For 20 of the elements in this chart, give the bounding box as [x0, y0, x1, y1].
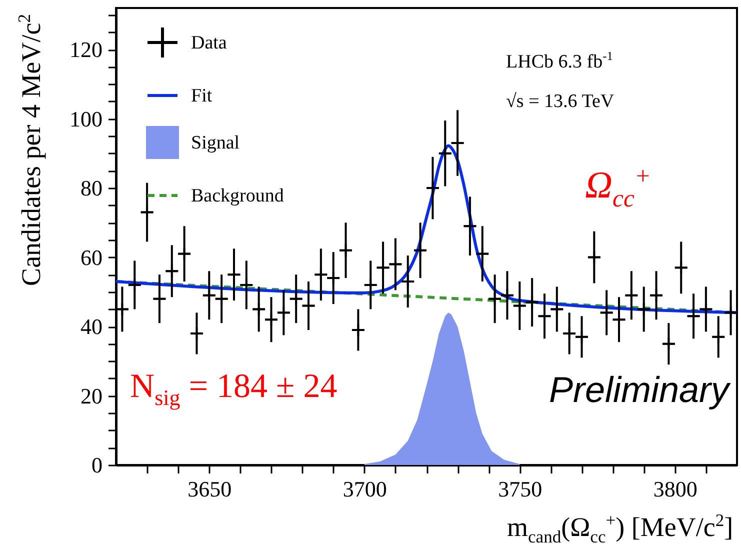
y-tick-label: 120 [70, 37, 102, 62]
annotation: LHCb 6.3 fb$^{-1}$ [506, 49, 613, 72]
x-tick-label: 3650 [188, 476, 232, 502]
x-tick-label: 3700 [342, 476, 387, 502]
legend-label: Fit [191, 86, 213, 106]
x-axis-title: m$_{cand}$(Ω$_{cc}$$^{+}$) [MeV/c$^{2}$] [507, 510, 734, 548]
x-tick-label: 3750 [498, 476, 542, 502]
y-tick-label: 0 [92, 452, 102, 478]
legend-label: Signal [191, 132, 240, 154]
y-tick-label: 60 [80, 244, 102, 270]
y-tick-label: 40 [80, 314, 102, 340]
annotation: N$_{sig}$ = 184 ± 24 [130, 368, 338, 410]
y-tick-label: 20 [80, 383, 102, 408]
y-tick-label: 80 [80, 176, 102, 201]
y-tick-label: 100 [70, 106, 102, 132]
annotation: Preliminary [549, 369, 730, 410]
legend-label: Data [191, 32, 228, 54]
x-tick-label: 3800 [653, 476, 698, 502]
legend-label: Background [191, 186, 284, 206]
annotation: √s = 13.6 TeV [506, 91, 614, 112]
